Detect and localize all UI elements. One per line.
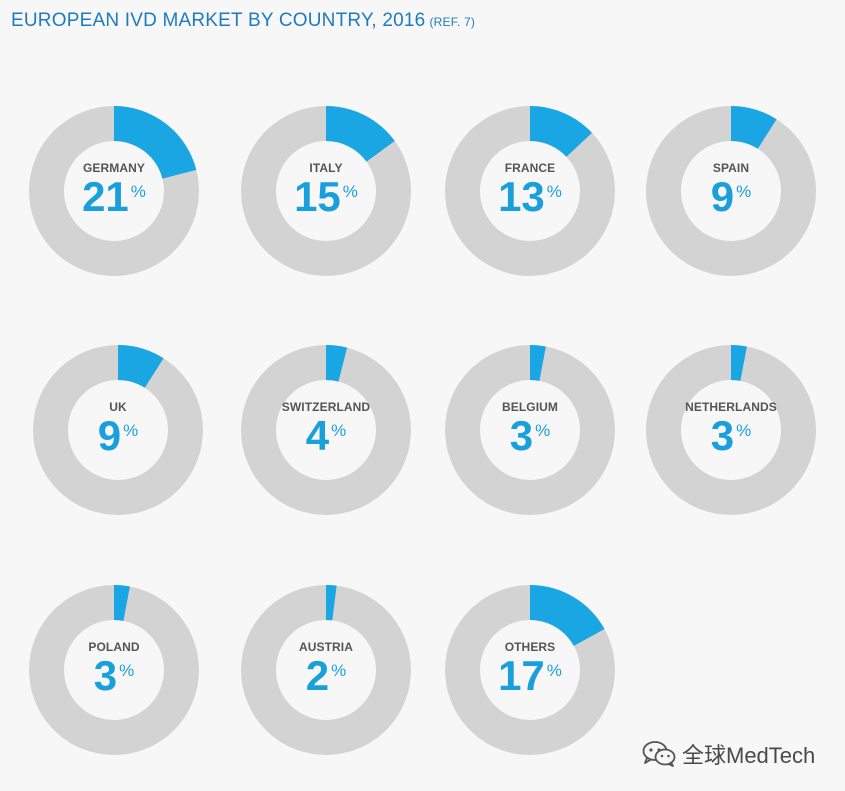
donut-switzerland-value-unit: % bbox=[331, 421, 347, 440]
donut-spain-value: 9% bbox=[646, 172, 816, 222]
donut-switzerland-value-number: 4 bbox=[305, 412, 330, 459]
donut-italy-value-unit: % bbox=[342, 182, 358, 201]
donut-uk-value: 9% bbox=[33, 411, 203, 461]
donut-italy-label: ITALY bbox=[309, 161, 343, 175]
donut-austria-value-unit: % bbox=[331, 661, 347, 680]
donut-germany-value-unit: % bbox=[130, 182, 146, 201]
donut-uk-share-slice bbox=[118, 345, 164, 388]
donut-netherlands-label: NETHERLANDS bbox=[685, 400, 777, 414]
donut-belgium-share-slice bbox=[530, 345, 546, 381]
donut-italy-chart bbox=[241, 106, 411, 276]
donut-austria-label: AUSTRIA bbox=[298, 640, 354, 654]
donut-poland-value-number: 3 bbox=[93, 652, 118, 699]
donut-spain-chart bbox=[646, 106, 816, 276]
donut-germany-share-slice bbox=[114, 106, 197, 179]
donut-belgium: BELGIUM 3% bbox=[445, 345, 615, 515]
donut-switzerland-label: SWITZERLAND bbox=[281, 400, 371, 414]
donut-switzerland-value: 4% bbox=[241, 411, 411, 461]
donut-netherlands-value: 3% bbox=[646, 411, 816, 461]
donut-france-value: 13% bbox=[445, 172, 615, 222]
donut-netherlands-value-number: 3 bbox=[710, 412, 735, 459]
donut-netherlands-share-slice bbox=[731, 345, 747, 381]
donut-france: FRANCE 13% bbox=[445, 106, 615, 276]
donut-others-value-unit: % bbox=[546, 661, 562, 680]
donut-belgium-value: 3% bbox=[445, 411, 615, 461]
donut-spain-label: SPAIN bbox=[712, 161, 750, 175]
donut-germany-label: GERMANY bbox=[82, 161, 146, 175]
donut-others-label: OTHERS bbox=[504, 640, 556, 654]
donut-poland-value-unit: % bbox=[119, 661, 135, 680]
wechat-icon bbox=[642, 741, 676, 767]
donut-austria-value-number: 2 bbox=[305, 652, 330, 699]
donut-italy-value: 15% bbox=[241, 172, 411, 222]
donut-switzerland: SWITZERLAND 4% bbox=[241, 345, 411, 515]
donut-spain-value-number: 9 bbox=[710, 173, 735, 220]
donut-uk-value-number: 9 bbox=[97, 412, 122, 459]
donut-others-value-number: 17 bbox=[498, 652, 545, 699]
donut-germany: GERMANY 21% bbox=[29, 106, 199, 276]
donut-france-label: FRANCE bbox=[504, 161, 556, 175]
donut-italy: ITALY 15% bbox=[241, 106, 411, 276]
donut-poland-share-slice bbox=[114, 585, 130, 621]
donut-uk-label: UK bbox=[109, 400, 127, 414]
donut-france-chart bbox=[445, 106, 615, 276]
donut-spain-share-slice bbox=[731, 106, 777, 149]
donut-austria-chart bbox=[241, 585, 411, 755]
donut-netherlands: NETHERLANDS 3% bbox=[646, 345, 816, 515]
donut-germany-value-number: 21 bbox=[82, 173, 129, 220]
donut-others-chart bbox=[445, 585, 615, 755]
donut-germany-chart bbox=[29, 106, 199, 276]
donut-poland-label: POLAND bbox=[88, 640, 140, 654]
donut-austria-value: 2% bbox=[241, 651, 411, 701]
donut-uk-chart bbox=[33, 345, 203, 515]
donut-belgium-value-number: 3 bbox=[509, 412, 534, 459]
donut-netherlands-value-unit: % bbox=[736, 421, 752, 440]
donut-others-value: 17% bbox=[445, 651, 615, 701]
donut-france-share-slice bbox=[530, 106, 592, 157]
donut-others: OTHERS 17% bbox=[445, 585, 615, 755]
donut-austria-share-slice bbox=[326, 585, 337, 621]
donut-poland-chart bbox=[29, 585, 199, 755]
donut-france-value-unit: % bbox=[546, 182, 562, 201]
donut-belgium-label: BELGIUM bbox=[501, 400, 559, 414]
donut-germany-value: 21% bbox=[29, 172, 199, 222]
donut-netherlands-chart bbox=[646, 345, 816, 515]
donut-belgium-chart bbox=[445, 345, 615, 515]
watermark-text: 全球MedTech bbox=[682, 743, 816, 768]
donut-belgium-value-unit: % bbox=[535, 421, 551, 440]
donut-spain: SPAIN 9% bbox=[646, 106, 816, 276]
donut-poland: POLAND 3% bbox=[29, 585, 199, 755]
donut-italy-share-slice bbox=[326, 106, 395, 162]
donut-spain-value-unit: % bbox=[736, 182, 752, 201]
donut-uk-value-unit: % bbox=[123, 421, 139, 440]
donut-austria: AUSTRIA 2% bbox=[241, 585, 411, 755]
chart-title-ref: (REF. 7) bbox=[429, 15, 476, 29]
donut-uk: UK 9% bbox=[33, 345, 203, 515]
chart-title-text: EUROPEAN IVD MARKET BY COUNTRY, 2016 bbox=[11, 10, 426, 31]
donut-others-share-slice bbox=[530, 585, 605, 646]
donut-poland-value: 3% bbox=[29, 651, 199, 701]
donut-switzerland-share-slice bbox=[326, 345, 348, 382]
watermark: 全球MedTech bbox=[642, 738, 815, 770]
chart-title: EUROPEAN IVD MARKET BY COUNTRY, 2016 (REF… bbox=[11, 10, 475, 32]
donut-switzerland-chart bbox=[241, 345, 411, 515]
donut-france-value-number: 13 bbox=[498, 173, 545, 220]
donut-italy-value-number: 15 bbox=[294, 173, 341, 220]
